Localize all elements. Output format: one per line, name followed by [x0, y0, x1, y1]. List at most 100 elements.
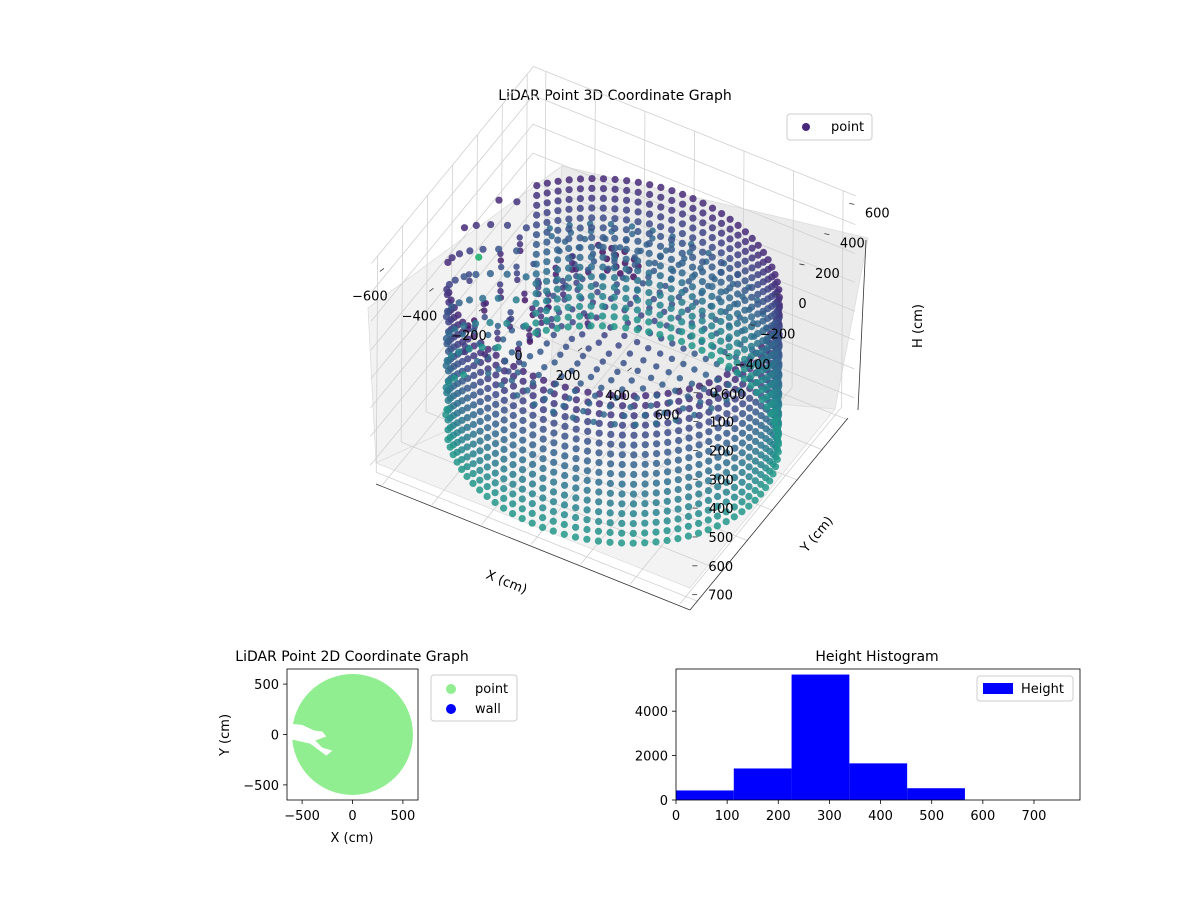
data-point — [688, 302, 696, 311]
data-point — [725, 333, 733, 341]
data-point — [532, 270, 540, 278]
data-point — [606, 470, 615, 478]
y-tick-mark — [749, 324, 755, 326]
data-point — [657, 203, 665, 211]
data-point — [723, 390, 731, 398]
data-point — [684, 512, 693, 521]
z-tick-label: 0 — [710, 387, 718, 402]
x-tick-mark — [627, 367, 632, 372]
data-point — [458, 465, 466, 473]
data-point — [458, 436, 466, 444]
data-point — [539, 455, 547, 463]
data-point — [562, 343, 570, 350]
data-point — [554, 197, 562, 205]
histogram-bar — [791, 674, 850, 800]
data-point — [529, 451, 537, 459]
data-point — [685, 483, 693, 491]
data-point — [448, 303, 456, 311]
data-point — [483, 443, 491, 451]
point-cloud — [442, 175, 784, 547]
data-point — [656, 272, 664, 280]
data-point — [608, 377, 615, 384]
data-point — [722, 468, 731, 477]
data-point — [491, 479, 499, 487]
data-point — [518, 495, 526, 503]
x-tick-label: 0 — [672, 809, 680, 824]
data-point — [674, 515, 682, 523]
data-point — [702, 371, 710, 378]
data-point — [694, 529, 703, 537]
data-point — [731, 405, 739, 413]
data-point — [713, 522, 722, 530]
data-point — [622, 294, 630, 302]
data-point — [630, 431, 638, 439]
data-point — [748, 313, 756, 321]
data-point — [731, 415, 739, 423]
data-point — [549, 507, 558, 516]
data-point — [764, 256, 772, 264]
data-point — [445, 329, 453, 338]
data-point — [695, 421, 703, 429]
y-tick-label: 600 — [865, 206, 890, 221]
data-point — [492, 371, 500, 379]
data-point — [618, 441, 626, 449]
data-point — [455, 250, 464, 258]
data-point — [491, 430, 500, 438]
data-point — [561, 383, 569, 391]
data-point — [458, 357, 466, 366]
data-point — [509, 441, 517, 449]
data-point — [747, 362, 755, 370]
data-point — [663, 478, 672, 486]
data-point — [458, 406, 466, 415]
data-point — [606, 528, 614, 537]
data-point — [519, 436, 527, 444]
data-point — [497, 257, 504, 264]
data-point — [477, 368, 485, 376]
y-tick-label: 4000 — [635, 705, 668, 720]
data-point — [455, 299, 463, 307]
data-point — [767, 371, 775, 379]
data-point — [685, 473, 693, 481]
data-point — [723, 396, 730, 404]
data-point — [741, 355, 749, 363]
data-point — [630, 441, 638, 449]
data-point — [566, 395, 573, 402]
data-point — [616, 244, 624, 251]
data-point — [652, 538, 660, 546]
data-point — [576, 263, 584, 271]
data-point — [723, 370, 731, 379]
data-point — [483, 463, 491, 471]
data-point — [572, 406, 581, 414]
data-point — [663, 497, 671, 505]
data-point — [494, 343, 502, 351]
y-axis-label-2d: Y (cm) — [218, 714, 233, 757]
data-point — [712, 391, 719, 398]
data-point — [767, 351, 775, 359]
data-point — [748, 264, 756, 272]
data-point — [668, 216, 676, 224]
data-point — [726, 274, 734, 282]
data-point — [741, 287, 749, 295]
data-point — [745, 424, 754, 432]
legend-label-height: Height — [1021, 682, 1064, 697]
data-point — [657, 232, 665, 241]
data-point — [595, 468, 603, 476]
histogram-bar — [733, 768, 792, 800]
data-point — [491, 489, 499, 497]
data-point — [748, 234, 756, 242]
data-point — [668, 206, 676, 214]
data-point — [599, 185, 608, 193]
data-point — [734, 270, 742, 278]
data-point — [611, 234, 619, 242]
data-point — [685, 385, 694, 393]
y-tick-mark — [699, 384, 705, 387]
z-tick-label: 100 — [709, 416, 734, 431]
data-point — [443, 356, 451, 365]
data-point — [674, 505, 682, 513]
data-point — [572, 494, 580, 502]
data-point — [532, 329, 540, 337]
y-tick-label: 0 — [660, 794, 668, 809]
data-point — [675, 397, 683, 405]
data-point — [629, 510, 638, 518]
data-point — [572, 425, 580, 433]
